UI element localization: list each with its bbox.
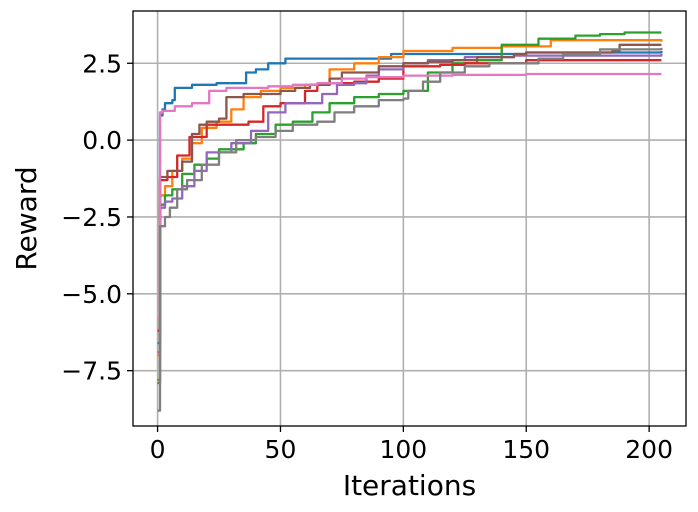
series-lines	[157, 31, 663, 412]
series-line-4	[157, 59, 662, 332]
x-tick-label: 200	[625, 435, 673, 464]
x-tick-label: 100	[379, 435, 427, 464]
x-axis-label: Iterations	[343, 469, 476, 502]
y-tick-label: 0.0	[82, 126, 122, 155]
plot-frame	[132, 10, 687, 427]
series-line-1	[157, 51, 663, 345]
y-axis-ticks: 2.5 0.0 −2.5 −5.0 −7.5	[61, 49, 133, 386]
y-tick-label: −5.0	[61, 280, 122, 309]
y-tick-label: 2.5	[82, 49, 122, 78]
x-tick-label: 0	[150, 435, 166, 464]
x-tick-label: 150	[502, 435, 550, 464]
series-line-6	[157, 43, 662, 385]
x-tick-label: 50	[265, 435, 297, 464]
y-tick-label: −7.5	[61, 357, 122, 386]
series-line-3	[157, 31, 662, 382]
y-tick-label: −2.5	[61, 203, 122, 232]
y-axis-label: Reward	[10, 166, 43, 270]
series-line-5	[157, 54, 663, 354]
series-line-8	[157, 47, 663, 412]
x-axis-ticks: 0 50 100 150 200	[150, 426, 673, 464]
series-line-7	[157, 72, 662, 320]
